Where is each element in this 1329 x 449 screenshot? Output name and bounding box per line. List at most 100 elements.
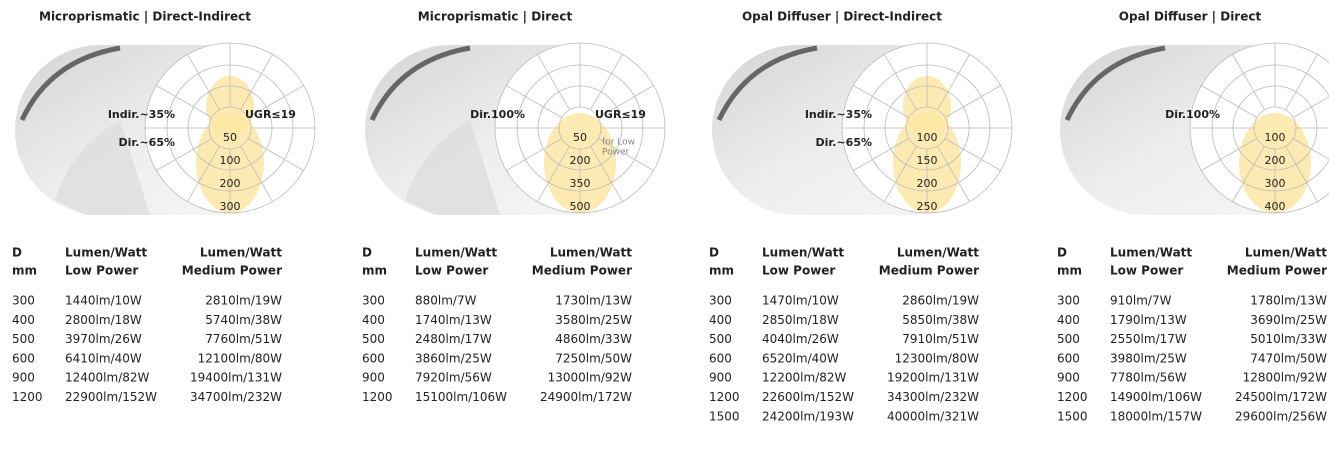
table-cell: 24200lm/193W [762,409,854,423]
column-header: Medium Power [182,264,282,278]
table-cell: 2480lm/17W [415,332,492,346]
table-cell: 14900lm/106W [1110,390,1202,404]
table-cell: 2860lm/19W [902,294,979,308]
table-cell: 400 [12,313,35,327]
note-label: for Low [602,138,635,148]
product-panel: Microprismatic | Direct-IndirectIndir.~3… [12,10,315,405]
table-cell: 3980lm/25W [1110,351,1187,365]
table-cell: 1440lm/10W [65,294,142,308]
table-cell: 3860lm/25W [415,351,492,365]
table-cell: 12800lm/92W [1243,371,1328,385]
column-header: Medium Power [1227,264,1327,278]
ring-label: 350 [570,177,591,190]
table-cell: 2800lm/18W [65,313,142,327]
table-cell: 500 [362,332,385,346]
ring-label: 300 [220,200,241,213]
table-cell: 910lm/7W [1110,294,1172,308]
table-cell: 12100lm/80W [198,351,283,365]
panel-title: Opal Diffuser | Direct [1119,10,1262,24]
table-cell: 1500 [709,409,740,423]
table-cell: 18000lm/157W [1110,409,1202,423]
table-cell: 900 [12,371,35,385]
column-header: Low Power [762,264,835,278]
table-cell: 2550lm/17W [1110,332,1187,346]
ring-label: 500 [570,200,591,213]
table-cell: 300 [709,294,732,308]
table-cell: 300 [362,294,385,308]
panel-title: Microprismatic | Direct [418,10,573,24]
table-cell: 19200lm/131W [887,371,979,385]
direct-label: Dir.~65% [816,136,872,149]
table-cell: 12300lm/80W [895,351,980,365]
ring-label: 100 [917,131,938,144]
column-header: Lumen/Watt [1110,246,1192,260]
table-cell: 22900lm/152W [65,390,157,404]
panel-title: Microprismatic | Direct-Indirect [39,10,251,24]
column-header: Low Power [415,264,488,278]
column-header: Lumen/Watt [1245,246,1327,260]
column-header: mm [12,264,37,278]
table-cell: 400 [709,313,732,327]
table-cell: 500 [12,332,35,346]
product-panel: Opal Diffuser | DirectDir.100%1002003004… [1057,10,1329,424]
table-cell: 900 [362,371,385,385]
column-header: Low Power [65,264,138,278]
table-cell: 22600lm/152W [762,390,854,404]
table-cell: 2850lm/18W [762,313,839,327]
note-label: Power [602,148,630,158]
table-cell: 6410lm/40W [65,351,142,365]
column-header: D [1057,246,1067,260]
table-cell: 500 [1057,332,1080,346]
table-cell: 24900lm/172W [540,390,632,404]
column-header: Medium Power [532,264,632,278]
table-cell: 1730lm/13W [555,294,632,308]
table-cell: 7250lm/50W [555,351,632,365]
table-cell: 7760lm/51W [205,332,282,346]
ring-label: 50 [223,131,237,144]
table-cell: 600 [709,351,732,365]
ring-label: 200 [917,177,938,190]
table-cell: 34700lm/232W [190,390,282,404]
table-cell: 3580lm/25W [555,313,632,327]
ring-label: 250 [917,200,938,213]
table-cell: 7920lm/56W [415,371,492,385]
table-cell: 600 [12,351,35,365]
table-cell: 300 [12,294,35,308]
ring-label: 100 [220,154,241,167]
table-cell: 34300lm/232W [887,390,979,404]
table-cell: 1200 [709,390,740,404]
table-cell: 4860lm/33W [555,332,632,346]
table-cell: 1780lm/13W [1250,294,1327,308]
ring-label: 100 [1265,131,1286,144]
table-cell: 7780lm/56W [1110,371,1187,385]
table-cell: 1470lm/10W [762,294,839,308]
table-cell: 19400lm/131W [190,371,282,385]
direct-label: Dir.100% [470,108,525,121]
spec-sheet: Microprismatic | Direct-IndirectIndir.~3… [0,0,1329,449]
panel-title: Opal Diffuser | Direct-Indirect [742,10,942,24]
ring-label: 200 [220,177,241,190]
ring-label: 150 [917,154,938,167]
table-cell: 1500 [1057,409,1088,423]
table-cell: 880lm/7W [415,294,477,308]
table-cell: 600 [362,351,385,365]
table-cell: 5740lm/38W [205,313,282,327]
table-cell: 12400lm/82W [65,371,150,385]
column-header: D [362,246,372,260]
table-cell: 500 [709,332,732,346]
column-header: Lumen/Watt [550,246,632,260]
table-cell: 6520lm/40W [762,351,839,365]
table-cell: 15100lm/106W [415,390,507,404]
luminaire-diagram: Dir.100%UGR≤19for LowPower50200350500 [365,43,665,215]
table-cell: 300 [1057,294,1080,308]
table-cell: 1200 [362,390,393,404]
table-cell: 13000lm/92W [548,371,633,385]
ring-label: 200 [570,154,591,167]
table-cell: 7910lm/51W [902,332,979,346]
direct-label: Dir.100% [1165,108,1220,121]
column-header: mm [1057,264,1082,278]
ring-label: 400 [1265,200,1286,213]
table-cell: 1740lm/13W [415,313,492,327]
